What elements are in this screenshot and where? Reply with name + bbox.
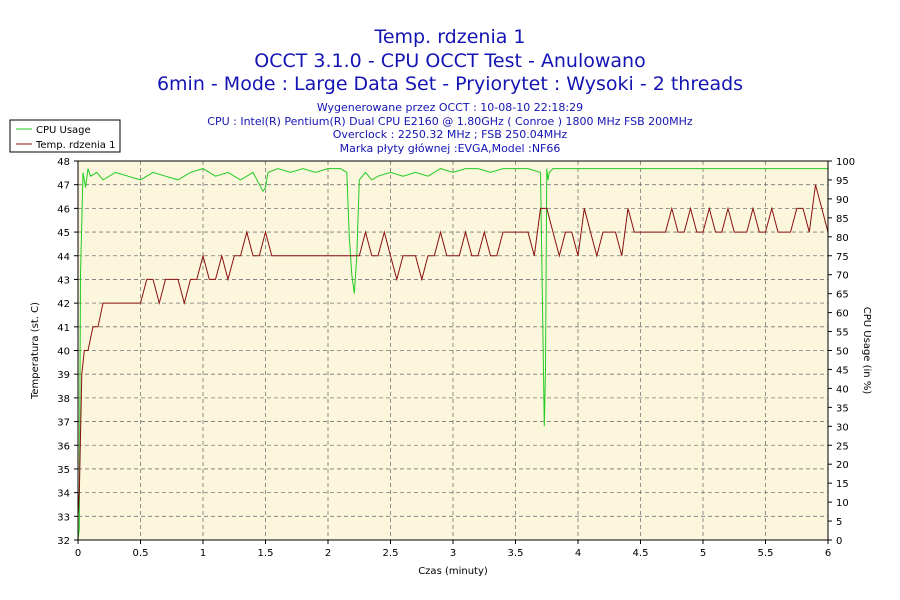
y-right-tick-label: 85 [836, 214, 849, 225]
y-right-tick-label: 90 [836, 195, 849, 206]
info-overclock: Overclock : 2250.32 MHz ; FSB 250.04MHz [332, 128, 568, 141]
axis-ticks: 0 0.5 1 1.5 2 2.5 3 3.5 4 4.5 5 5.5 6 32 33 34 35 36 37 38 3… [57, 157, 855, 559]
y-left-tick-label: 41 [57, 323, 70, 334]
x-axis-label: Czas (minuty) [418, 566, 488, 577]
plot-frame [77, 160, 829, 541]
y-left-tick-label: 45 [57, 228, 70, 239]
y-right-tick-label: 10 [836, 498, 849, 509]
info-cpu: CPU : Intel(R) Pentium(R) Dual CPU E2160… [207, 115, 693, 128]
chart-title-line-1: Temp. rdzenia 1 [374, 26, 526, 48]
y-left-tick-label: 33 [57, 512, 70, 523]
y-left-tick-label: 40 [57, 347, 70, 358]
y-right-tick-label: 30 [836, 422, 849, 433]
x-tick-label: 0 [75, 548, 81, 559]
x-tick-label: 2 [325, 548, 331, 559]
y-axis-right-label: CPU Usage (in %) [861, 307, 872, 395]
x-tick-label: 1 [200, 548, 206, 559]
x-tick-label: 5 [700, 548, 706, 559]
y-left-tick-label: 47 [57, 181, 70, 192]
y-left-tick-label: 43 [57, 275, 70, 286]
series-line-temperature [77, 184, 829, 517]
x-tick-label: 4.5 [633, 548, 649, 559]
legend-label-temperature: Temp. rdzenia 1 [35, 140, 115, 151]
y-right-tick-label: 100 [836, 157, 855, 168]
x-tick-label: 0.5 [133, 548, 149, 559]
grid [78, 161, 828, 540]
legend: CPU Usage Temp. rdzenia 1 [9, 119, 121, 153]
legend-label-cpu-usage: CPU Usage [36, 125, 91, 136]
y-left-tick-label: 42 [57, 299, 70, 310]
series-layer [77, 168, 829, 541]
y-right-tick-label: 80 [836, 233, 849, 244]
y-right-tick-label: 75 [836, 252, 849, 263]
y-right-tick-label: 15 [836, 479, 849, 490]
x-tick-label: 6 [825, 548, 831, 559]
y-left-tick-label: 32 [57, 536, 70, 547]
y-axis-left-label: Temperatura (st. C) [30, 302, 41, 400]
x-tick-label: 2.5 [383, 548, 399, 559]
y-right-tick-label: 55 [836, 328, 849, 339]
y-left-tick-label: 37 [57, 418, 70, 429]
y-right-tick-label: 65 [836, 290, 849, 301]
x-tick-label: 3.5 [508, 548, 524, 559]
y-left-tick-label: 46 [57, 204, 70, 215]
y-left-tick-label: 44 [57, 252, 70, 263]
x-tick-label: 3 [450, 548, 456, 559]
series-line-cpu-usage [77, 168, 828, 541]
y-right-tick-label: 95 [836, 176, 849, 187]
y-left-tick-label: 35 [57, 465, 70, 476]
y-right-tick-label: 0 [836, 536, 842, 547]
y-left-tick-label: 36 [57, 441, 70, 452]
y-right-tick-label: 25 [836, 441, 849, 452]
legend-box [9, 119, 121, 153]
y-right-tick-label: 70 [836, 271, 849, 282]
x-tick-label: 1.5 [258, 548, 274, 559]
y-right-tick-label: 45 [836, 365, 849, 376]
y-right-tick-label: 60 [836, 309, 849, 320]
y-left-tick-label: 39 [57, 370, 70, 381]
y-left-tick-label: 34 [57, 489, 70, 500]
chart-title-line-3: 6min - Mode : Large Data Set - Pryioryte… [156, 73, 744, 95]
y-left-tick-label: 38 [57, 394, 70, 405]
x-tick-label: 4 [575, 548, 581, 559]
y-right-tick-label: 50 [836, 347, 849, 358]
y-right-tick-label: 35 [836, 403, 849, 414]
y-right-tick-label: 20 [836, 460, 849, 471]
y-right-tick-label: 5 [836, 517, 842, 528]
x-tick-label: 5.5 [758, 548, 774, 559]
chart-title-line-2: OCCT 3.1.0 - CPU OCCT Test - Anulowano [254, 50, 646, 72]
y-left-tick-label: 48 [57, 157, 70, 168]
info-motherboard: Marka płyty głównej :EVGA,Model :NF66 [339, 142, 561, 155]
y-right-tick-label: 40 [836, 384, 849, 395]
info-generated: Wygenerowane przez OCCT : 10-08-10 22:18… [316, 101, 584, 114]
